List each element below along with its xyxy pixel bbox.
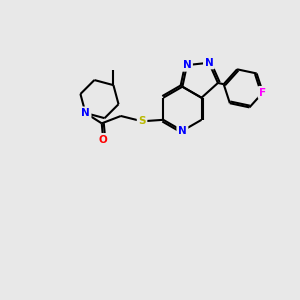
Text: N: N <box>183 60 191 70</box>
Text: F: F <box>259 88 266 98</box>
Text: N: N <box>205 58 213 68</box>
Text: S: S <box>138 116 146 126</box>
Text: N: N <box>81 108 90 118</box>
Text: N: N <box>178 126 187 136</box>
Text: O: O <box>99 134 108 145</box>
